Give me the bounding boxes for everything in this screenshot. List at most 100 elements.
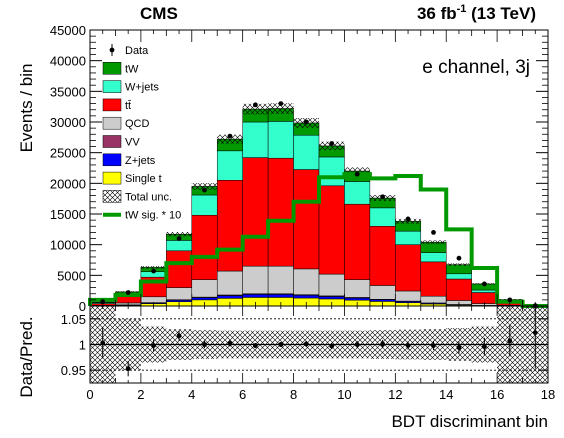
bar-w-jets	[369, 207, 396, 227]
ratio-y-tick-label: 1	[79, 338, 86, 353]
bar-w-jets	[420, 252, 447, 263]
bar-w-jets	[395, 230, 422, 245]
uncertainty-band	[242, 103, 269, 115]
ratio-point	[202, 342, 207, 347]
bar-w-jets	[242, 121, 269, 158]
signal-overlay-line	[88, 172, 548, 308]
x-tick-label: 4	[188, 387, 195, 402]
ratio-y-tick-label: 1.05	[61, 312, 86, 327]
bar-tt	[293, 169, 320, 270]
data-point	[151, 268, 157, 274]
ratio-panel: 0.95 1 1.05 0 2 4 6 8 10 12 14 16 18	[61, 305, 555, 402]
x-tick-label: 18	[541, 387, 555, 402]
bar-w-jets	[344, 181, 371, 205]
legend-data-marker	[109, 47, 115, 53]
ratio-point	[100, 340, 106, 346]
channel-annotation: e channel, 3j	[422, 57, 530, 78]
ratio-point	[507, 338, 513, 344]
bar-w-jets	[471, 289, 498, 293]
legend-swatch	[102, 135, 122, 148]
legend-label: W+jets	[125, 82, 159, 94]
bar-qcd	[369, 285, 396, 300]
bar-qcd	[344, 279, 371, 298]
uncertainty-band	[420, 240, 447, 245]
legend-label: Total unc.	[125, 191, 172, 203]
ratio-point	[303, 341, 309, 347]
data-point	[380, 194, 386, 200]
ratio-y-tick-label: 0.95	[61, 363, 86, 378]
data-point	[456, 255, 462, 261]
uncertainty-band	[140, 266, 167, 269]
uncertainty-band	[395, 218, 421, 224]
ratio-point	[380, 341, 386, 347]
data-point	[507, 297, 513, 303]
data-point	[405, 216, 411, 222]
bar-qcd	[140, 296, 167, 303]
data-point	[481, 281, 487, 287]
y-tick-label: 15000	[50, 207, 86, 222]
x-tick-label: 0	[86, 387, 93, 402]
legend-swatch	[102, 153, 122, 167]
bar-tt	[166, 250, 193, 288]
bar-qcd	[395, 290, 422, 302]
bar-w-jets	[216, 150, 243, 181]
legend: Data tW W+jets tt̄ QCD VV Z+jets Single t Total …	[102, 44, 181, 222]
bar-tt	[445, 278, 472, 301]
bar-tt	[369, 226, 396, 286]
bar-qcd	[267, 265, 294, 294]
data-point	[202, 187, 207, 193]
legend-swatch	[102, 116, 122, 130]
data-point	[278, 101, 284, 106]
data-point	[303, 119, 309, 125]
bar-z-jets	[369, 299, 396, 302]
ratio-point	[405, 343, 411, 348]
bar-w-jets	[267, 121, 294, 159]
legend-swatch	[102, 98, 122, 112]
y-tick-label: 35000	[50, 84, 86, 99]
data-point	[252, 102, 258, 108]
y-axis-label: Events / bin	[17, 64, 36, 153]
bar-tt	[191, 214, 218, 280]
ratio-point	[151, 343, 157, 348]
bar-tw	[445, 264, 472, 275]
bar-tt	[242, 157, 269, 267]
x-tick-label: 12	[388, 387, 402, 402]
y-tick-label: 20000	[50, 176, 86, 191]
legend-label: Data	[125, 45, 149, 57]
x-tick-label: 8	[290, 387, 297, 402]
legend-label: Single t	[125, 173, 162, 185]
bar-z-jets	[344, 297, 371, 301]
bar-z-jets	[318, 296, 345, 300]
legend-label: Z+jets	[125, 155, 156, 167]
data-point	[100, 299, 106, 305]
bar-z-jets	[242, 294, 269, 298]
bar-w-jets	[318, 156, 345, 187]
experiment-label: CMS	[140, 4, 178, 23]
legend-label: tW sig. * 10	[125, 210, 181, 222]
data-point	[329, 141, 335, 146]
bar-qcd	[420, 295, 447, 304]
data-point	[431, 230, 436, 235]
luminosity-label: 36 fb-1 (13 TeV)	[417, 3, 536, 23]
bar-tt	[471, 292, 498, 304]
uncertainty-band	[217, 134, 243, 144]
bar-qcd	[242, 265, 269, 294]
ratio-point	[354, 342, 360, 347]
bar-z-jets	[293, 295, 320, 299]
y-tick-label: 40000	[50, 54, 86, 69]
bar-qcd	[166, 287, 193, 300]
legend-swatch	[102, 171, 122, 185]
x-axis-label: BDT discriminant bin	[391, 412, 548, 431]
uncertainty-band	[344, 167, 370, 175]
legend-label: tW	[125, 63, 139, 75]
bar-w-jets	[445, 273, 472, 280]
uncertainty-band	[268, 103, 294, 114]
y-tick-label: 30000	[50, 115, 86, 130]
data-point	[354, 171, 360, 177]
bar-qcd	[216, 270, 243, 296]
bar-tt	[216, 180, 243, 272]
y-tick-label: 45000	[50, 23, 86, 38]
y-tick-label: 0	[79, 299, 86, 314]
uncertainty-band	[191, 183, 218, 190]
